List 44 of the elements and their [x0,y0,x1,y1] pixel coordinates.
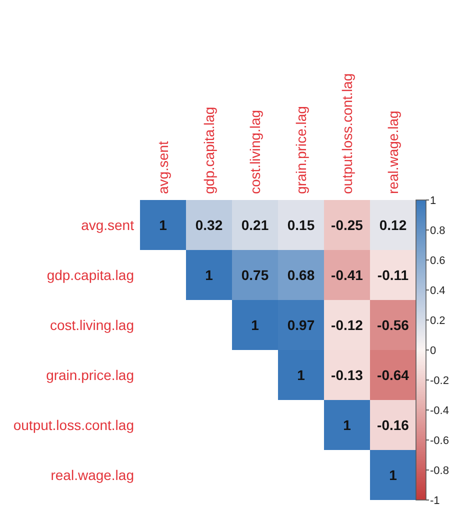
y-tick-label: real.wage.lag [50,466,134,483]
color-bar-label: -1 [430,494,440,507]
data-label: 1 [251,316,260,333]
data-label: -0.13 [331,366,364,383]
x-tick-label: grain.price.lag [293,106,309,194]
data-label: 0.75 [241,266,269,283]
color-bar-label: 0.8 [430,224,446,237]
y-tick-label: gdp.capita.lag [46,266,134,283]
data-label: -0.11 [377,266,409,283]
color-bar-label: -0.6 [430,434,449,447]
data-label: 1 [159,216,168,233]
y-tick-label: output.loss.cont.lag [13,416,134,433]
x-tick-label: output.loss.cont.lag [339,73,355,194]
color-bar-label: 0.6 [430,254,446,267]
data-label: 1 [205,266,214,283]
x-tick-label: avg.sent [155,140,171,194]
color-bar-label: -0.2 [430,374,449,387]
x-tick-label: real.wage.lag [385,110,401,194]
data-label: -0.12 [331,316,364,333]
data-label: 0.32 [195,216,223,233]
y-tick-label: grain.price.lag [46,366,134,383]
data-label: -0.16 [377,416,410,433]
x-tick-label: cost.living.lag [247,110,263,194]
data-label: 1 [297,366,306,383]
color-bar-label: -0.4 [430,404,449,417]
data-label: 1 [343,416,352,433]
color-bar-label: 1 [430,194,436,207]
data-label: 1 [389,466,398,483]
data-label: -0.25 [331,216,364,233]
color-bar-label: -0.8 [430,464,449,477]
data-label: 0.97 [287,316,315,333]
data-label: -0.41 [331,266,364,283]
color-bar-label: 0.2 [430,314,446,327]
color-bar-label: 0.4 [430,284,446,297]
data-label: -0.64 [377,366,410,383]
data-label: 0.68 [287,266,315,283]
y-tick-label: cost.living.lag [50,316,134,333]
y-tick-label: avg.sent [81,216,134,233]
color-bar-label: 0 [430,344,436,357]
data-label: 0.15 [287,216,315,233]
x-tick-label: gdp.capita.lag [201,106,217,194]
data-label: 0.12 [379,216,407,233]
data-label: 0.21 [241,216,269,233]
data-label: -0.56 [377,316,410,333]
